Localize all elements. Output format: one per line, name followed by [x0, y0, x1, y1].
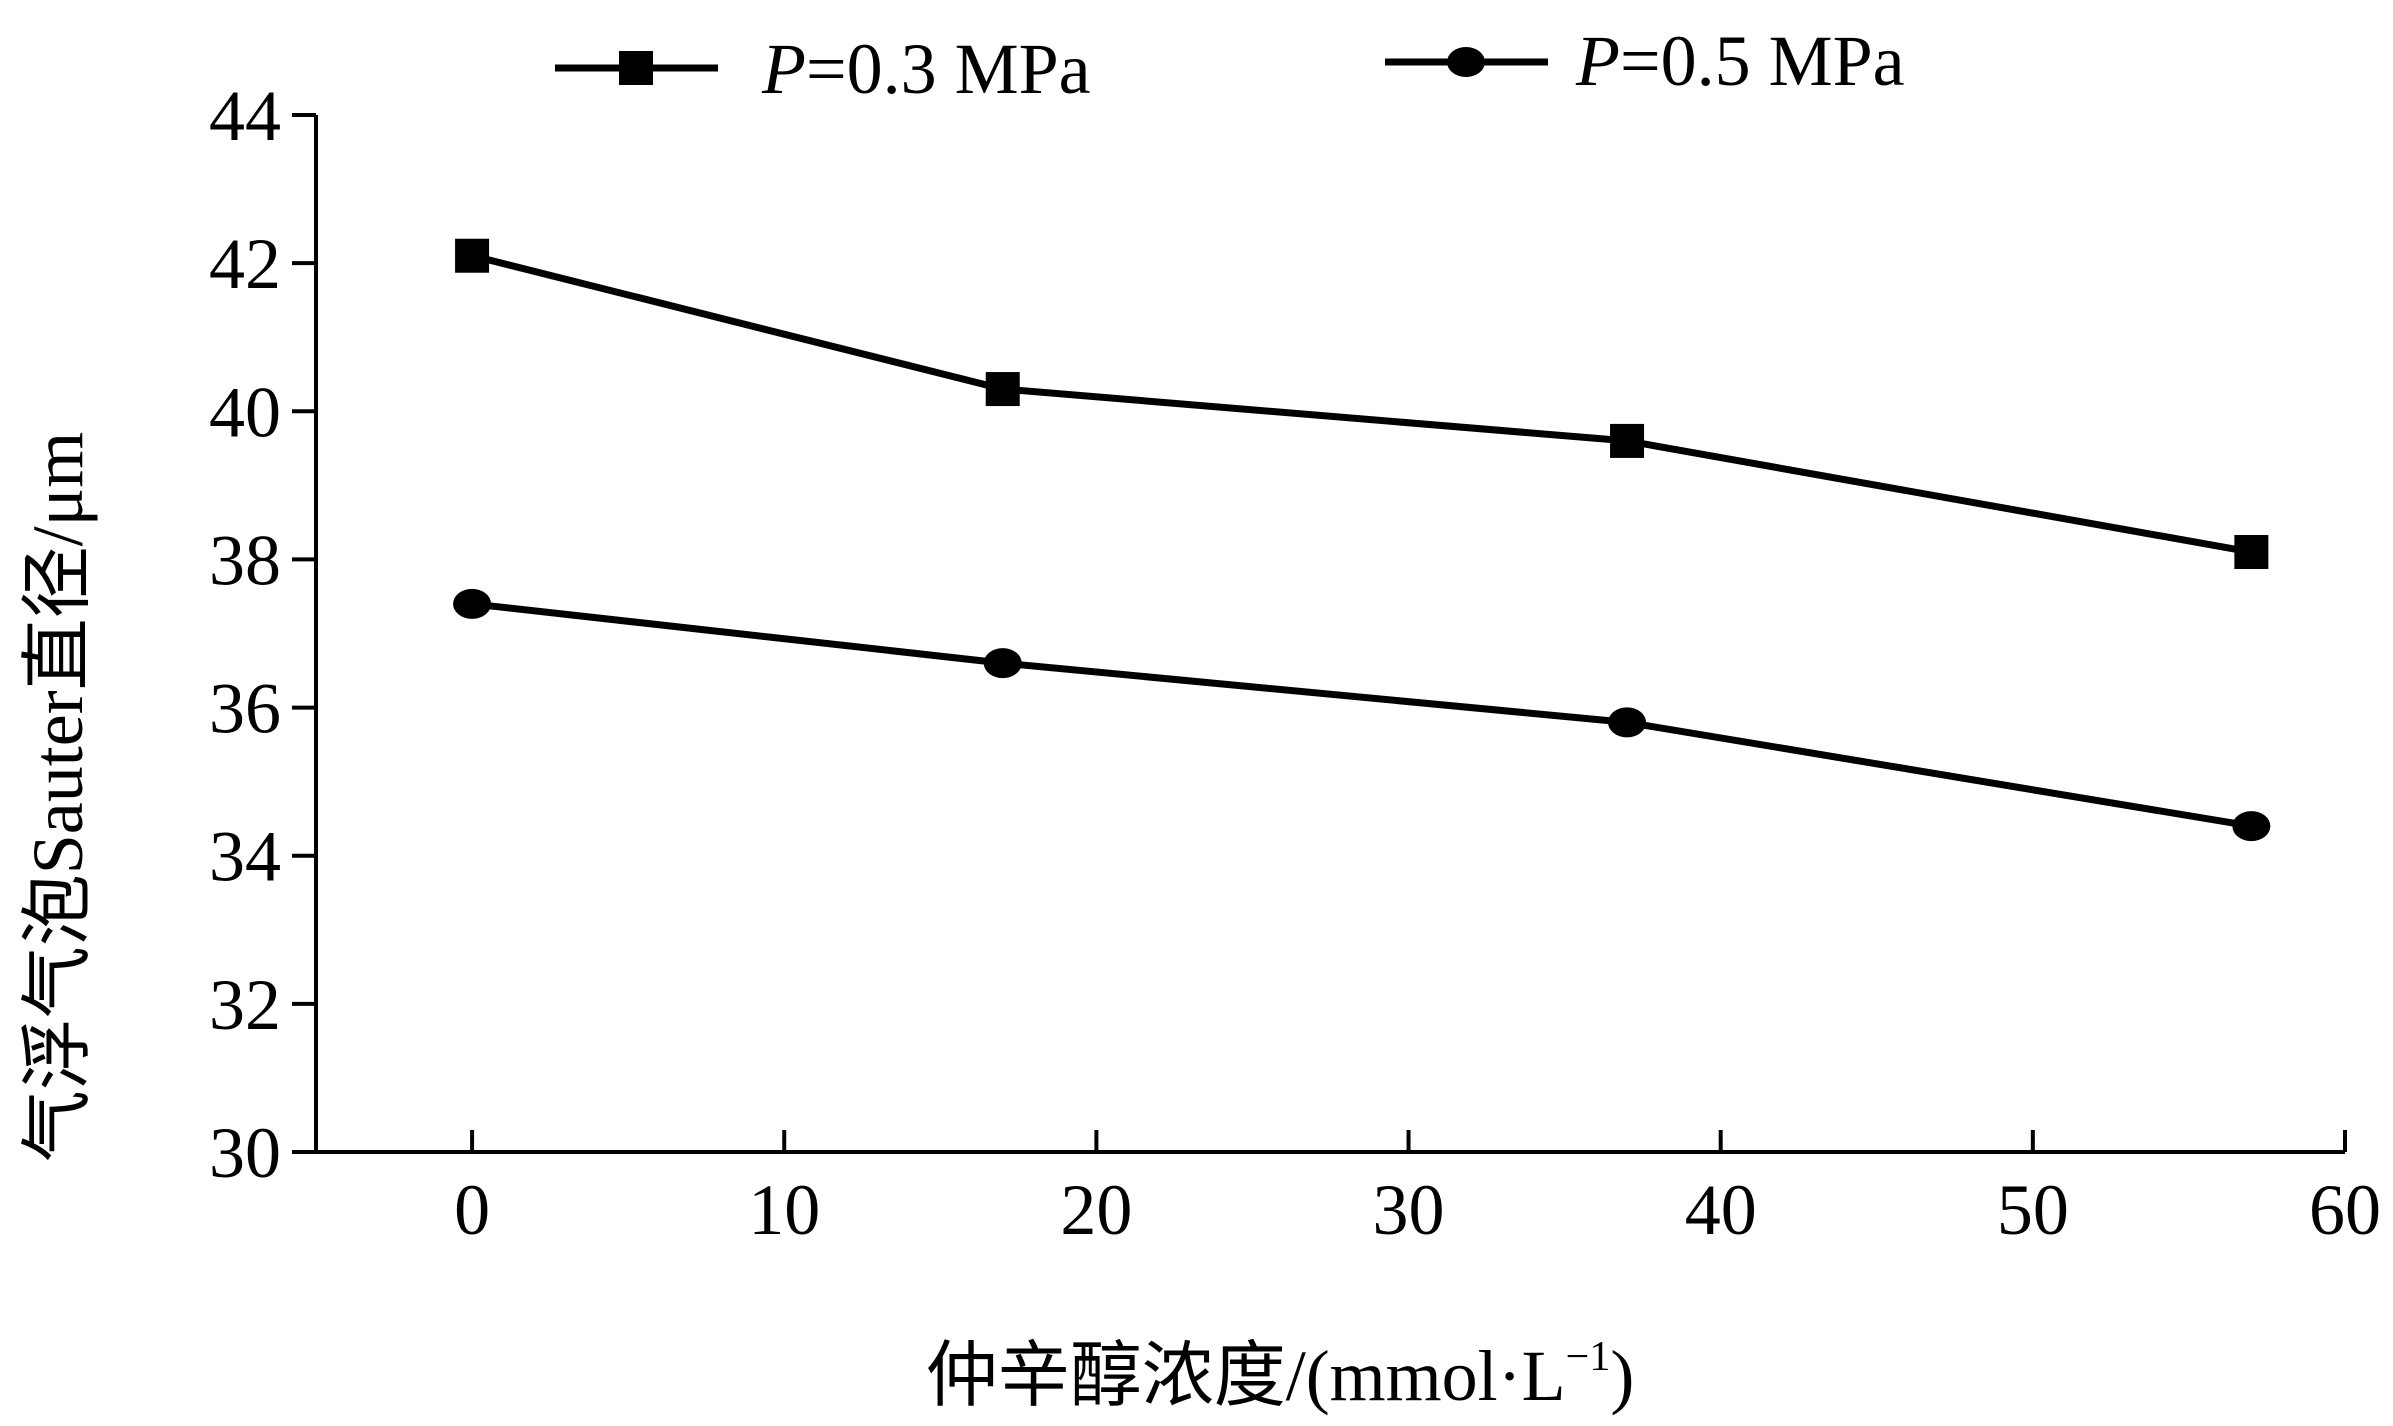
- plot-area: [453, 238, 2271, 842]
- axes: [314, 115, 2345, 1154]
- data-point-square-marker: [455, 238, 490, 273]
- y-tick-label: 36: [209, 669, 281, 749]
- y-tick-label: 32: [209, 965, 281, 1045]
- data-point-circle-marker: [983, 648, 1022, 679]
- y-tick-label: 44: [209, 76, 281, 156]
- data-point-circle-marker: [2232, 811, 2271, 842]
- x-tick-label: 0: [454, 1170, 490, 1250]
- y-tick-label: 38: [209, 520, 281, 600]
- x-tick-label: 60: [2309, 1170, 2381, 1250]
- x-axis-title-superscript: −1: [1566, 1334, 1611, 1380]
- x-tick-label: 40: [1685, 1170, 1757, 1250]
- data-point-square-marker: [2234, 535, 2269, 570]
- legend-label-series-1-suffix: =0.3 MPa: [806, 29, 1091, 109]
- legend-label-series-2: P=0.5 MPa: [1575, 21, 1905, 101]
- legend-item-series-2: P=0.5 MPa: [1385, 21, 1905, 101]
- x-axis-ticks: 0 10 20 30 40 50 60: [454, 1130, 2381, 1250]
- x-axis-title-suffix: ): [1610, 1336, 1634, 1416]
- data-point-square-marker: [1610, 423, 1645, 458]
- x-tick-label: 10: [748, 1170, 820, 1250]
- x-axis-title: 仲辛醇浓度/(mmol·L−1): [926, 1334, 1635, 1416]
- x-tick-label: 50: [1997, 1170, 2069, 1250]
- data-point-square-marker: [985, 372, 1020, 407]
- y-tick-label: 30: [209, 1113, 281, 1193]
- x-tick-label: 20: [1060, 1170, 1132, 1250]
- legend-label-series-2-suffix: =0.5 MPa: [1620, 21, 1905, 101]
- series-1: [455, 238, 2269, 570]
- legend-label-series-1-prefix: P: [761, 29, 806, 109]
- legend-label-series-1: P=0.3 MPa: [761, 29, 1091, 109]
- series-2-line: [471, 600, 2252, 830]
- y-tick-label: 34: [209, 817, 281, 897]
- legend-square-marker: [619, 51, 653, 85]
- x-axis-title-main: 仲辛醇浓度/(mmol·L: [926, 1336, 1566, 1416]
- data-point-circle-marker: [453, 588, 492, 619]
- legend-circle-marker: [1447, 47, 1485, 77]
- y-axis-ticks: 30 32 34 36 38 40 42 44: [209, 76, 316, 1193]
- legend: P=0.3 MPa P=0.5 MPa: [555, 21, 1905, 109]
- y-tick-label: 42: [209, 224, 281, 304]
- series-2: [453, 588, 2271, 842]
- legend-item-series-1: P=0.3 MPa: [555, 29, 1091, 109]
- y-tick-label: 40: [209, 372, 281, 452]
- x-tick-label: 30: [1373, 1170, 1445, 1250]
- legend-label-series-2-prefix: P: [1575, 21, 1620, 101]
- y-axis-title: 气浮气泡Sauter直径/μm: [18, 432, 98, 1163]
- data-point-circle-marker: [1608, 707, 1647, 738]
- series-1-line: [471, 252, 2252, 556]
